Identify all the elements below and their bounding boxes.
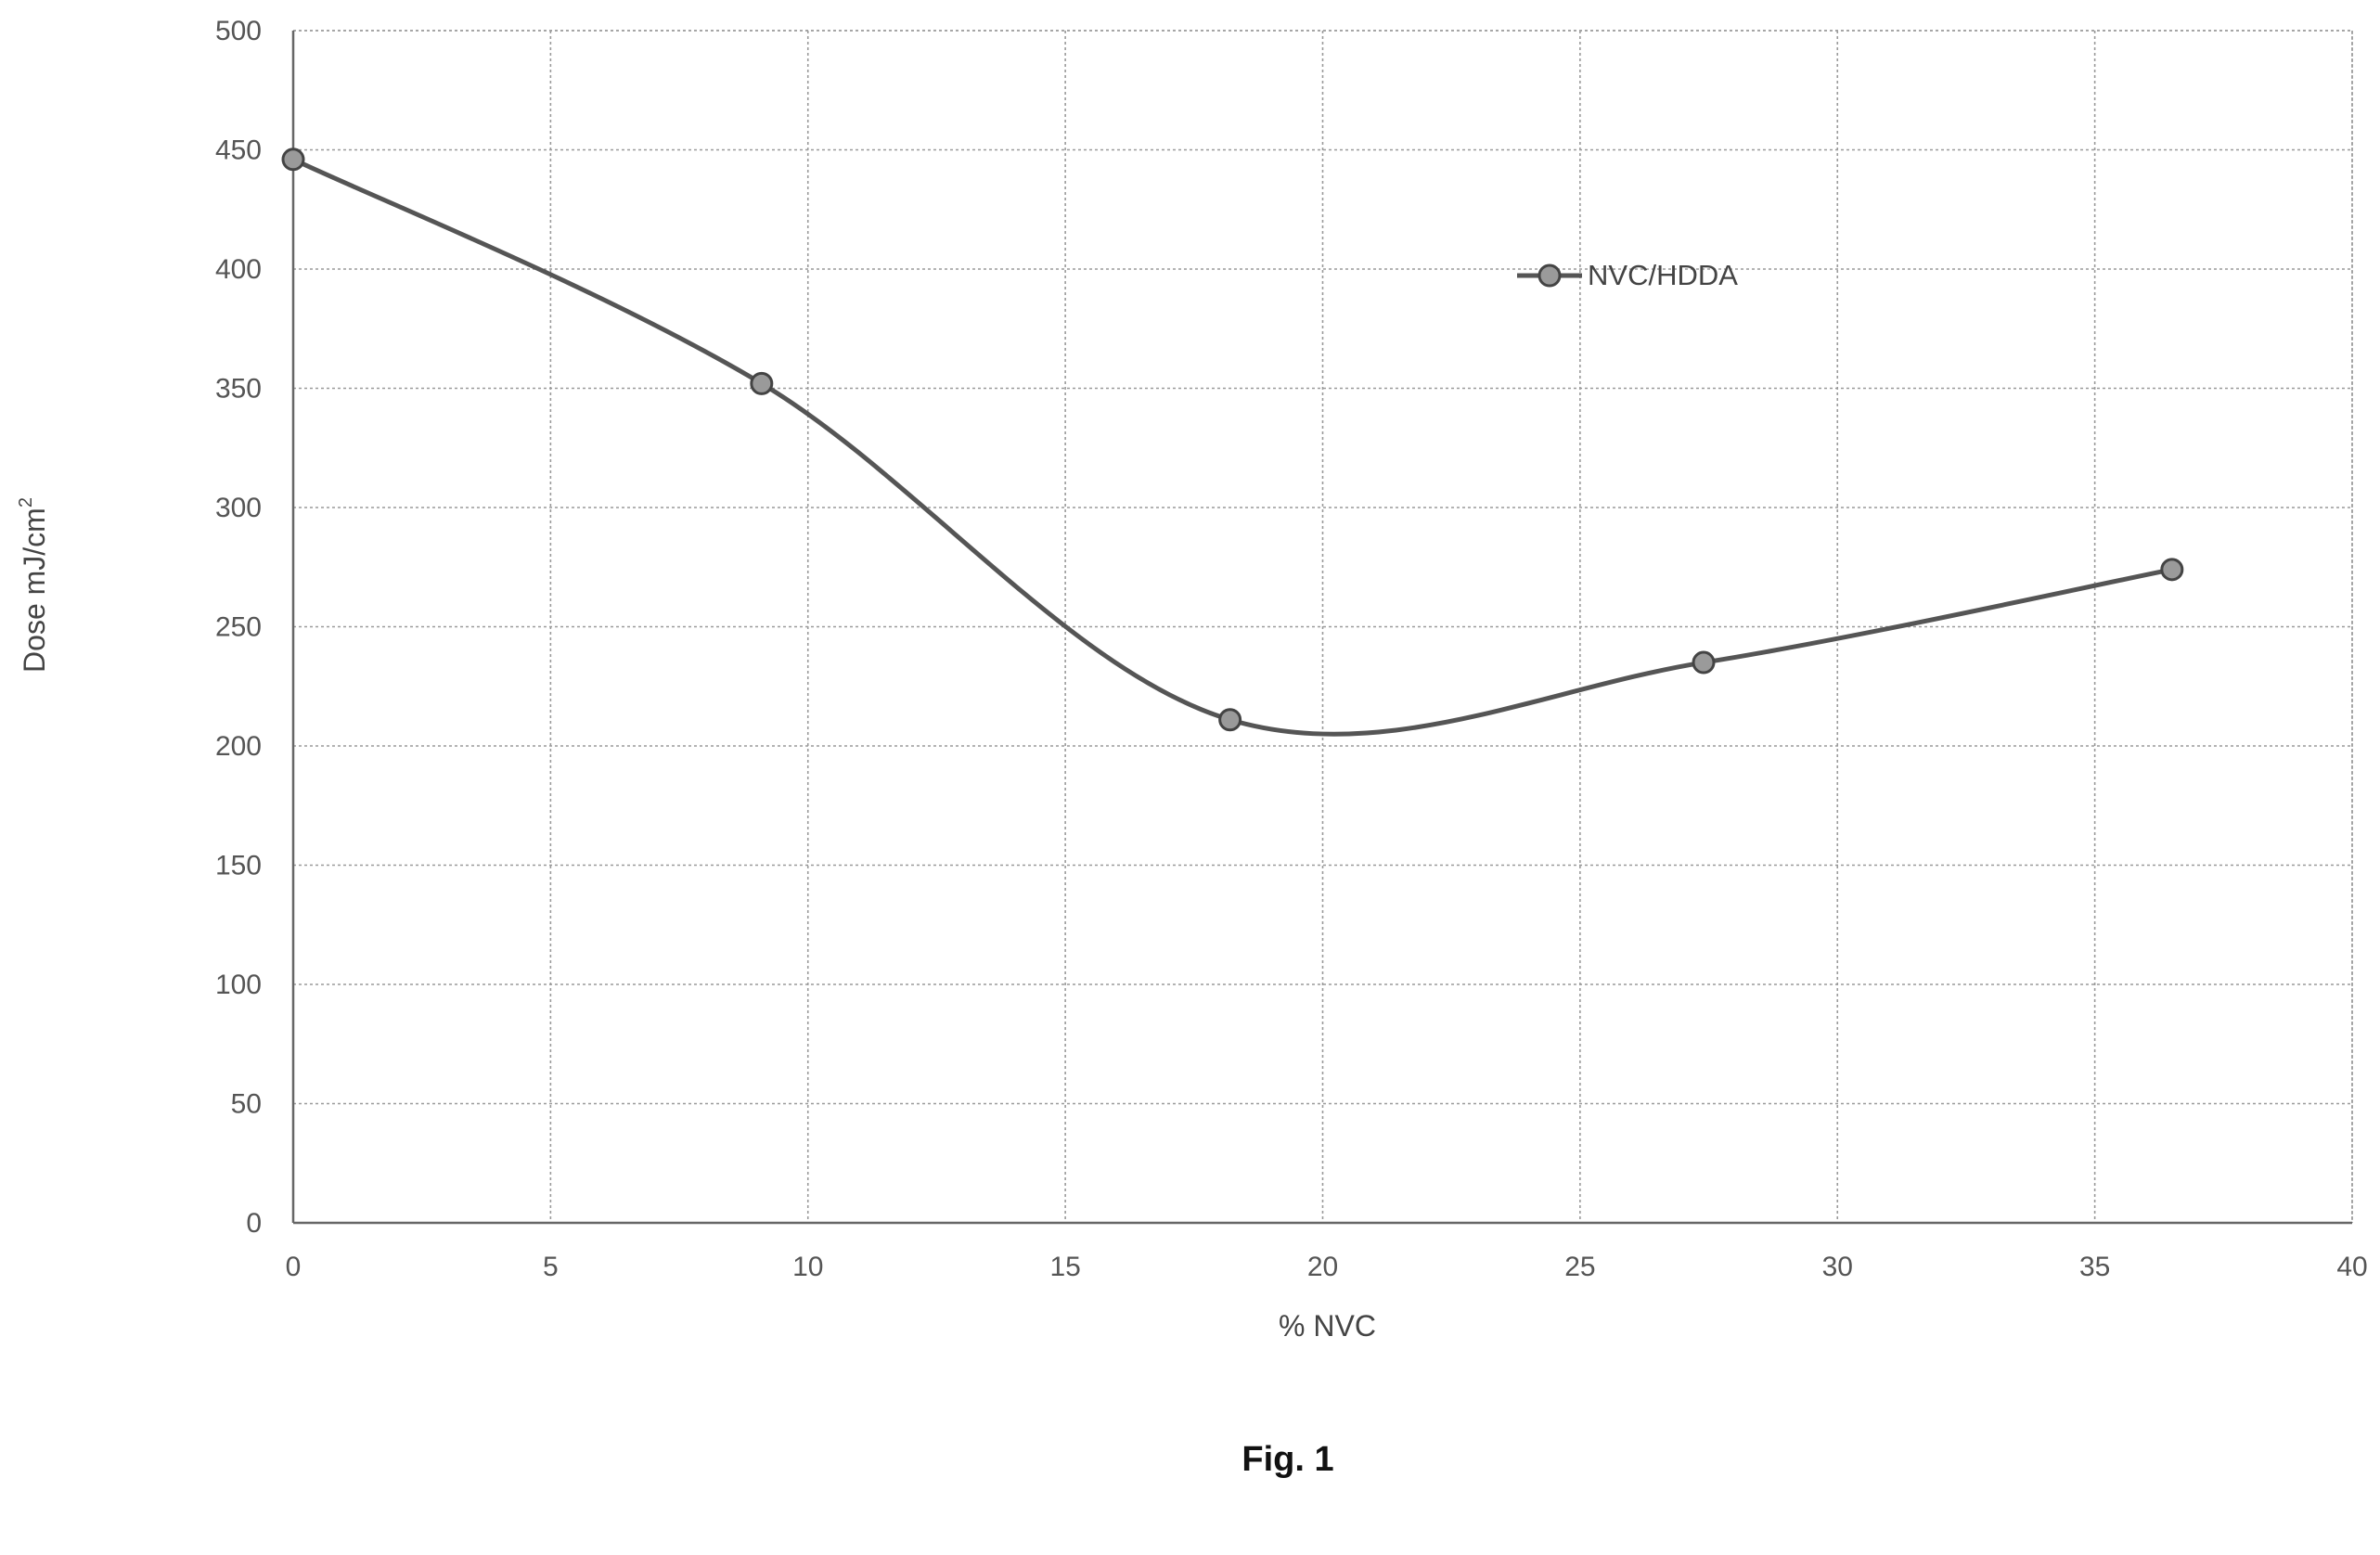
x-tick-label: 15: [1049, 1252, 1080, 1282]
data-point-marker: [1218, 708, 1242, 732]
y-axis-title-superscript: 2: [16, 497, 36, 508]
y-tick-label: 0: [246, 1208, 262, 1239]
data-point-marker: [281, 148, 305, 172]
x-tick-labels: 0 5 10 15 20 25 30 35 40: [286, 1252, 2368, 1282]
grid-lines: [293, 30, 2353, 1223]
x-tick-label: 30: [1822, 1252, 1853, 1282]
legend-label: NVC/HDDA: [1588, 259, 1738, 291]
data-point-marker: [2160, 558, 2184, 582]
y-tick-label: 500: [215, 16, 262, 46]
legend-marker-icon: [1537, 263, 1562, 288]
y-tick-label: 450: [215, 135, 262, 166]
y-tick-label: 150: [215, 851, 262, 881]
y-tick-label: 300: [215, 493, 262, 523]
y-axis-title-main: Dose mJ/cm: [18, 508, 51, 673]
data-point-marker: [1692, 650, 1716, 675]
y-tick-label: 100: [215, 970, 262, 1000]
y-tick-label: 250: [215, 612, 262, 643]
y-axis-title: Dose mJ/cm2: [16, 497, 51, 673]
x-tick-label: 25: [1564, 1252, 1595, 1282]
y-tick-label: 350: [215, 374, 262, 405]
series-line: [291, 157, 2173, 737]
data-point-marker: [750, 371, 774, 395]
figure-caption: Fig. 1: [1241, 1440, 1333, 1479]
x-tick-label: 0: [286, 1252, 302, 1282]
x-tick-label: 5: [543, 1252, 559, 1282]
x-tick-label: 40: [2336, 1252, 2367, 1282]
x-tick-label: 20: [1307, 1252, 1338, 1282]
x-tick-label: 10: [792, 1252, 823, 1282]
y-tick-label: 50: [231, 1089, 262, 1120]
series-layer: [281, 148, 2184, 737]
x-tick-label: 35: [2079, 1252, 2110, 1282]
y-tick-label: 200: [215, 731, 262, 762]
x-axis-title: % NVC: [1279, 1309, 1376, 1343]
y-axis-title-text: Dose mJ/cm2: [16, 497, 51, 673]
legend: NVC/HDDA: [1517, 259, 1738, 291]
y-tick-label: 400: [215, 254, 262, 285]
y-tick-labels: 0 50 100 150 200 250 300 350 400 450 500: [215, 16, 262, 1239]
